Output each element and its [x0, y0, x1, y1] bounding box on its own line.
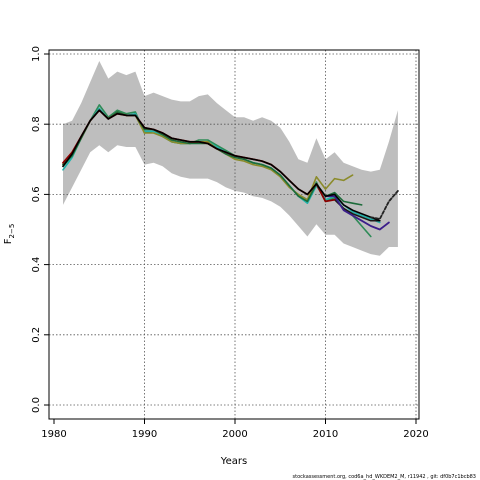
- grid-layer: [49, 50, 419, 419]
- x-tick-label: 1990: [132, 429, 157, 440]
- series-line-6: [324, 195, 390, 231]
- confidence-band: [63, 61, 398, 256]
- y-axis: 0.0 0.2 0.4 0.6 0.8 1.0: [31, 46, 49, 413]
- y-tick-label: 0.8: [31, 116, 42, 132]
- x-tick-label: 2020: [403, 429, 428, 440]
- y-tick-label: 0.4: [31, 257, 42, 273]
- footer-note: stockassessment.org, cod6a_hd_WKDEM2_M, …: [293, 474, 476, 480]
- x-tick-label: 2000: [222, 429, 247, 440]
- y-tick-label: 0.6: [31, 186, 42, 202]
- y-tick-label: 0.2: [31, 327, 42, 343]
- x-tick-label: 1980: [41, 429, 66, 440]
- x-axis-title: Years: [220, 456, 247, 467]
- y-tick-label: 1.0: [31, 46, 42, 62]
- confidence-band-layer: [63, 61, 398, 256]
- series-line-8: [62, 109, 381, 222]
- x-axis: 1980 1990 2000 2010 2020: [41, 419, 429, 440]
- y-axis-title-subscript: 2−5: [8, 224, 16, 239]
- y-axis-title-main: F: [3, 238, 14, 244]
- y-axis-title: F2−5: [3, 224, 16, 245]
- x-tick-label: 2010: [313, 429, 338, 440]
- plot-frame: [48, 49, 420, 420]
- series-line-9: [369, 190, 399, 220]
- series-layer: [62, 104, 399, 238]
- y-tick-label: 0.0: [31, 397, 42, 413]
